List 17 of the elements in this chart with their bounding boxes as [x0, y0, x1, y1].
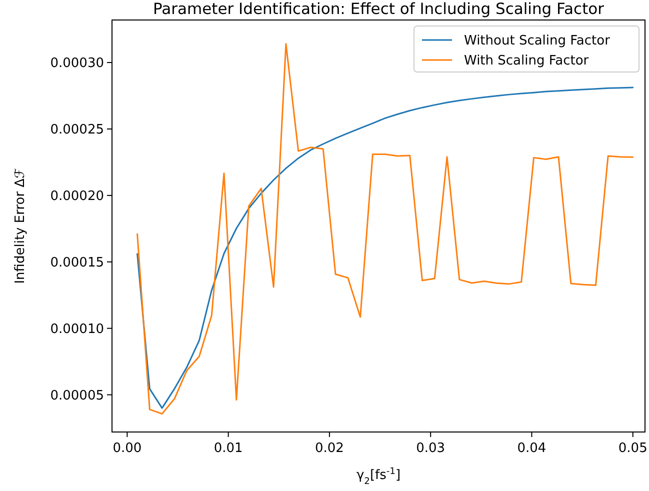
x-tick-label: 0.01 [214, 441, 243, 456]
y-tick-label: 0.00005 [50, 388, 104, 404]
x-tick-label: 0.03 [416, 441, 446, 456]
x-tick-label: 0.05 [618, 441, 648, 456]
y-tick-label: 0.00020 [50, 188, 104, 204]
y-tick-label: 0.00030 [50, 56, 104, 72]
x-axis-title: γ$_{2}$[fs$^{-1}$] [356, 467, 401, 487]
legend-label: With Scaling Factor [464, 54, 590, 69]
chart-title: Parameter Identification: Effect of Including Scaling Factor [152, 0, 605, 18]
y-tick-label: 0.00025 [50, 122, 104, 138]
x-tick-label: 0.04 [517, 441, 546, 456]
y-tick-label: 0.00010 [50, 322, 104, 337]
x-tick-label: 0.02 [314, 441, 344, 456]
y-axis-title: Infidelity Error Δℱ [13, 168, 28, 284]
x-tick-label: 0.00 [112, 441, 142, 456]
y-tick-label: 0.00015 [50, 255, 104, 270]
legend-label: Without Scaling Factor [464, 34, 611, 49]
